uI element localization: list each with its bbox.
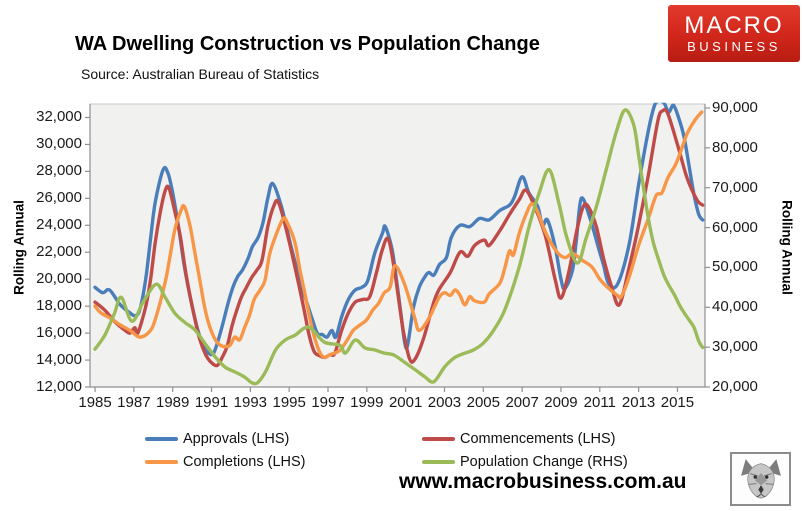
legend-swatch: [422, 437, 455, 441]
series-line-completions-lhs: [93, 110, 704, 360]
legend-item-completions-lhs: Completions (LHS): [145, 453, 306, 471]
left-axis-tick-label: 28,000: [36, 162, 82, 180]
x-axis-tick-label: 2001: [388, 394, 423, 411]
logo-text-business: BUSINESS: [687, 38, 781, 54]
x-axis-tick-label: 1989: [156, 394, 190, 411]
left-axis-tick-label: 26,000: [36, 189, 82, 207]
right-axis-tick-label: 40,000: [712, 298, 758, 316]
x-axis-tick-label: 2007: [505, 394, 539, 411]
right-axis-tick-label: 60,000: [712, 218, 758, 236]
legend-swatch: [145, 460, 178, 464]
wolf-icon: [740, 459, 781, 499]
right-axis-tick-label: 20,000: [712, 378, 758, 395]
legend-label: Population Change (RHS): [460, 454, 628, 470]
x-axis-tick-label: 1997: [311, 394, 345, 411]
legend-item-commencements-lhs: Commencements (LHS): [422, 430, 616, 448]
left-axis-tick-label: 18,000: [36, 297, 82, 315]
legend-item-approvals-lhs: Approvals (LHS): [145, 430, 289, 448]
right-axis-tick-label: 80,000: [712, 138, 758, 156]
logo-text-macro: MACRO: [684, 11, 784, 39]
legend-swatch: [422, 460, 455, 464]
x-axis-tick-label: 1985: [78, 394, 112, 411]
left-axis-tick-label: 12,000: [36, 378, 82, 395]
left-axis-tick-label: 32,000: [36, 108, 82, 126]
left-axis-tick-label: 22,000: [36, 243, 82, 261]
legend-label: Commencements (LHS): [460, 431, 616, 447]
legend-label: Completions (LHS): [183, 454, 306, 470]
source-note: Source: Australian Bureau of Statistics: [81, 66, 320, 82]
x-axis-tick-label: 1993: [233, 394, 268, 411]
left-axis-tick-label: 30,000: [36, 135, 82, 153]
right-axis-tick-label: 70,000: [712, 178, 758, 196]
x-axis-tick-label: 2015: [660, 394, 695, 411]
website-url: www.macrobusiness.com.au: [399, 470, 687, 493]
x-axis-tick-label: 2005: [466, 394, 500, 411]
wolf-logo: [730, 452, 791, 506]
left-axis-tick-label: 14,000: [36, 351, 82, 369]
x-axis-tick-label: 1987: [117, 394, 151, 411]
right-axis-tick-label: 50,000: [712, 258, 758, 276]
x-axis-tick-label: 2013: [621, 394, 656, 411]
series-line-population-change-rhs: [93, 108, 705, 386]
macrobusiness-logo: MACRO BUSINESS: [668, 5, 800, 62]
series-line-commencements-lhs: [93, 107, 705, 368]
legend-item-population-change-rhs: Population Change (RHS): [422, 453, 628, 471]
left-axis-tick-label: 24,000: [36, 216, 82, 234]
left-axis-tick-label: 16,000: [36, 324, 82, 342]
x-axis-tick-label: 2003: [427, 394, 462, 411]
x-axis-tick-label: 2009: [544, 394, 578, 411]
x-axis-tick-label: 1999: [350, 394, 384, 411]
right-axis-tick-label: 90,000: [712, 98, 758, 116]
right-axis-tick-label: 30,000: [712, 338, 758, 356]
x-axis-tick-label: 1991: [194, 394, 229, 411]
legend-swatch: [145, 437, 178, 441]
x-axis-tick-label: 2011: [583, 394, 616, 411]
page-title: WA Dwelling Construction vs Population C…: [75, 33, 540, 55]
x-axis-tick-label: 1995: [272, 394, 306, 411]
left-axis-tick-label: 20,000: [36, 270, 82, 288]
legend-label: Approvals (LHS): [183, 431, 290, 447]
